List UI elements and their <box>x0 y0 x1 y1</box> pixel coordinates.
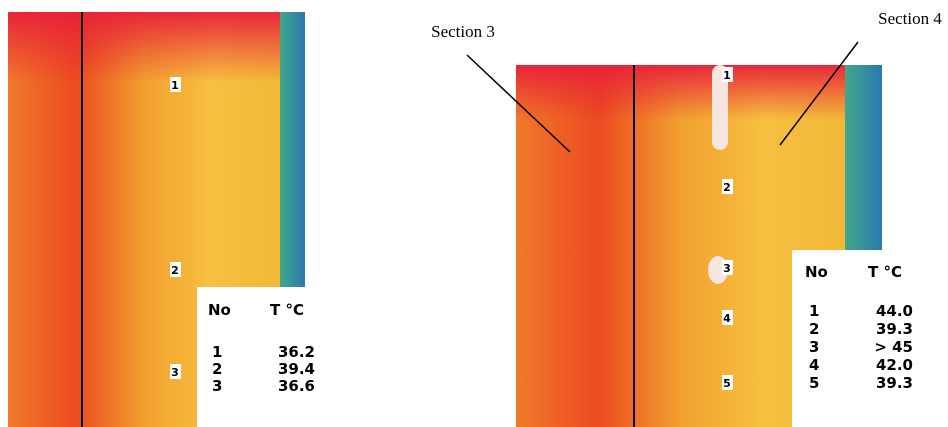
section-label: Section 4 <box>878 9 942 28</box>
table-cell: 42.0 <box>876 356 913 374</box>
point-box <box>722 375 733 390</box>
point-label: 4 <box>723 312 731 325</box>
table-cell: 39.3 <box>876 374 913 392</box>
table-cell: 1 <box>212 343 222 361</box>
point-box <box>170 77 181 92</box>
left-table-box <box>197 287 332 427</box>
table-cell: 5 <box>809 374 819 392</box>
point-label: 2 <box>171 264 179 277</box>
table-cell: 36.2 <box>278 343 315 361</box>
table-header: No <box>805 263 828 281</box>
section-label: Section 3 <box>431 22 495 41</box>
table-cell: 3 <box>212 377 222 395</box>
point-box <box>722 179 733 194</box>
point-box <box>722 310 733 325</box>
point-box <box>170 364 181 379</box>
point-box <box>722 67 733 82</box>
table-cell: 39.3 <box>876 320 913 338</box>
table-header: T °C <box>868 263 902 281</box>
table-cell: 1 <box>809 302 819 320</box>
table-header: T °C <box>270 301 304 319</box>
table-cell: 4 <box>809 356 819 374</box>
table-cell: 39.4 <box>278 360 315 378</box>
right-table-box <box>792 250 948 427</box>
point-label: 1 <box>723 69 731 82</box>
left-image <box>8 12 305 427</box>
point-label: 5 <box>723 377 731 390</box>
table-cell: 36.6 <box>278 377 315 395</box>
table-header: No <box>208 301 231 319</box>
table-cell: 2 <box>212 360 222 378</box>
table-cell: 44.0 <box>876 302 913 320</box>
point-label: 2 <box>723 181 731 194</box>
table-cell: 3 <box>809 338 819 356</box>
point-label: 3 <box>171 366 179 379</box>
table-cell: 2 <box>809 320 819 338</box>
right-image <box>466 41 882 427</box>
point-box <box>722 260 733 275</box>
table-cell: > 45 <box>874 338 913 356</box>
point-label: 1 <box>171 79 179 92</box>
point-label: 3 <box>723 262 731 275</box>
point-box <box>170 262 181 277</box>
